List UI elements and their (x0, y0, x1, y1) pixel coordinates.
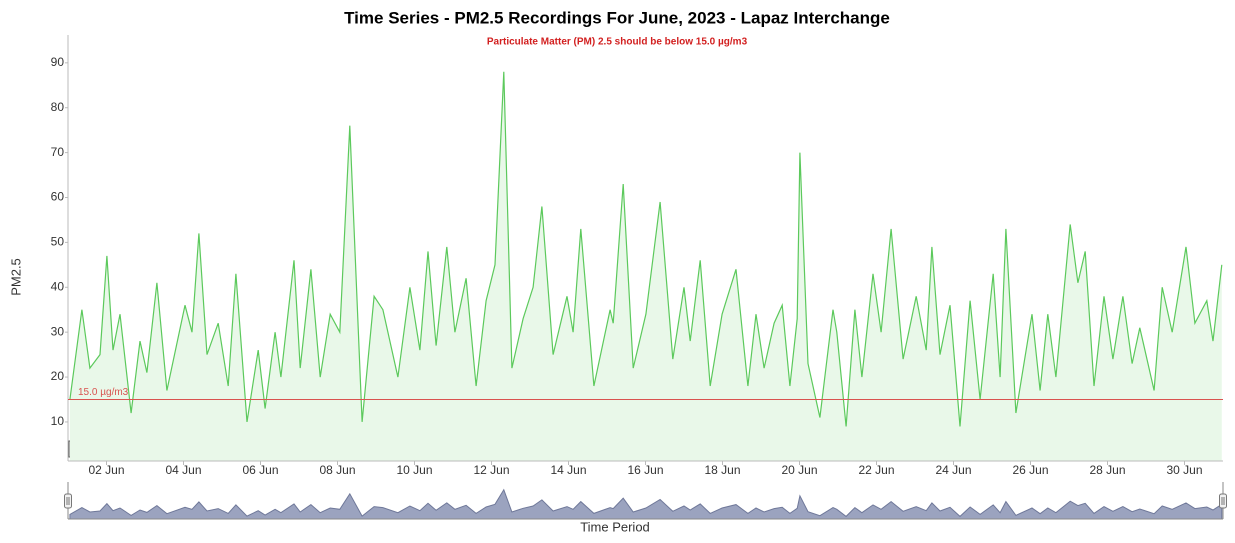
y-tick-label: 60 (51, 190, 65, 204)
y-axis-label: PM2.5 (8, 258, 23, 296)
x-tick-label: 24 Jun (935, 463, 971, 477)
navigator-handle[interactable] (64, 493, 72, 509)
x-tick-label: 26 Jun (1012, 463, 1048, 477)
x-tick-label: 06 Jun (242, 463, 278, 477)
x-tick-label: 20 Jun (781, 463, 817, 477)
x-tick-label: 16 Jun (627, 463, 663, 477)
navigator-handle[interactable] (1219, 493, 1227, 509)
x-tick-label: 02 Jun (88, 463, 124, 477)
x-tick-label: 18 Jun (704, 463, 740, 477)
y-tick-label: 50 (51, 235, 65, 249)
line (69, 71, 1223, 427)
x-tick-label: 08 Jun (319, 463, 355, 477)
x-tick-label: 14 Jun (550, 463, 586, 477)
y-tick-label: 20 (51, 369, 65, 383)
x-tick-label: 10 Jun (396, 463, 432, 477)
y-tick-label: 80 (51, 100, 65, 114)
chart-subtitle: Particulate Matter (PM) 2.5 should be be… (487, 37, 748, 48)
chart-title: Time Series - PM2.5 Recordings For June,… (344, 8, 890, 27)
y-tick-label: 40 (51, 279, 65, 293)
y-tick-label: 30 (51, 324, 65, 338)
navigator-area (69, 488, 1223, 520)
y-tick-label: 70 (51, 145, 65, 159)
x-tick-label: 30 Jun (1166, 463, 1202, 477)
y-tick-label: 90 (51, 55, 65, 69)
x-tick-label: 22 Jun (858, 463, 894, 477)
x-axis-label: Time Period (580, 519, 650, 534)
threshold-label: 15.0 µg/m3 (78, 387, 129, 398)
y-tick-label: 10 (51, 414, 65, 428)
x-tick-label: 12 Jun (473, 463, 509, 477)
x-tick-label: 04 Jun (165, 463, 201, 477)
area (69, 71, 1222, 462)
x-tick-label: 28 Jun (1089, 463, 1125, 477)
